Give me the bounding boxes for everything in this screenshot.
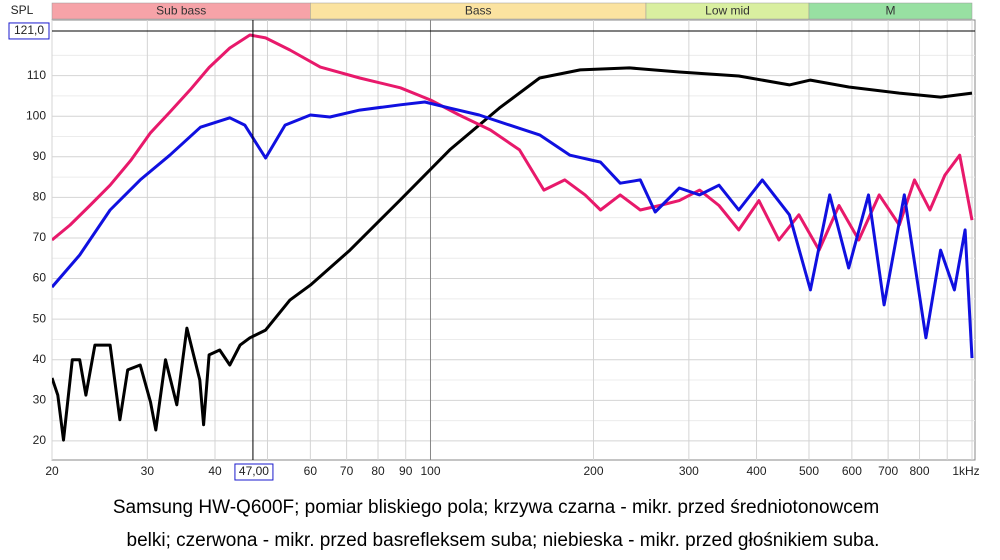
y-tick-label: 70: [33, 230, 47, 244]
y-tick-label: 90: [33, 149, 47, 163]
cursor-x-label: 47,00: [239, 464, 269, 478]
x-tick-label: 90: [399, 464, 413, 478]
response-curve: [52, 66, 973, 442]
x-tick-label: 500: [799, 464, 819, 478]
x-tick-label: 60: [304, 464, 318, 478]
y-tick-label: 80: [33, 190, 47, 204]
y-axis-label: SPL: [11, 3, 34, 17]
x-tick-label: 80: [371, 464, 385, 478]
y-tick-label: 40: [33, 352, 47, 366]
x-tick-label: 100: [420, 464, 440, 478]
y-tick-label: 20: [33, 433, 47, 447]
x-tick-label: 300: [679, 464, 699, 478]
cursor-box: [8, 22, 50, 40]
cursor-y-label: 121,0: [14, 23, 44, 37]
band-label: Low mid: [705, 4, 750, 18]
band: [808, 2, 973, 20]
response-curve: [52, 33, 974, 252]
x-tick-label: 800: [910, 464, 930, 478]
x-tick-label: 700: [878, 464, 898, 478]
x-tick-label: 600: [842, 464, 862, 478]
band-label: Sub bass: [156, 4, 206, 18]
x-tick-label: 30: [141, 464, 155, 478]
x-tick-label: 70: [340, 464, 354, 478]
y-tick-label: 110: [27, 68, 46, 82]
response-curve: [52, 100, 974, 359]
x-tick-label: 40: [208, 464, 222, 478]
band-label: Bass: [465, 4, 492, 18]
y-tick-label: 100: [26, 108, 46, 122]
y-tick-label: 30: [33, 393, 47, 407]
x-tick-label: 200: [583, 464, 603, 478]
x-tick-label: 400: [746, 464, 766, 478]
y-tick-label: 50: [33, 311, 47, 325]
caption: Samsung HW-Q600F; pomiar bliskiego pola;…: [113, 497, 879, 518]
y-tick-label: 60: [33, 271, 47, 285]
x-tick-label: 20: [45, 464, 59, 478]
caption: belki; czerwona - mikr. przed basrefleks…: [127, 530, 880, 551]
series-group: [52, 33, 974, 442]
band-label: M: [885, 4, 895, 18]
x-tick-label: 1kHz: [952, 464, 979, 478]
cursor-box: [234, 463, 274, 481]
